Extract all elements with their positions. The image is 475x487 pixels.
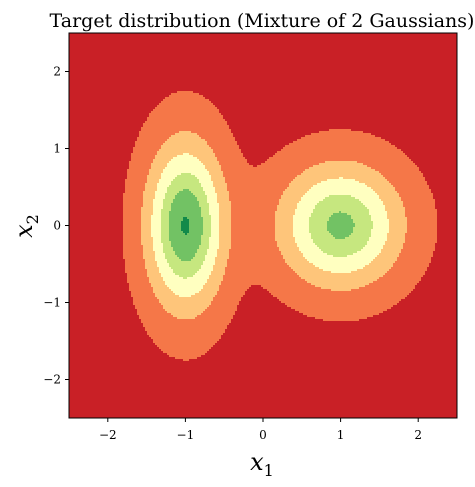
- x-tick-label-4: 2: [414, 428, 422, 442]
- y-tick-label-1: 1: [53, 142, 61, 156]
- y-tick-label-4: −2: [43, 373, 61, 387]
- contour-level-2: [151, 153, 389, 297]
- x-axis-label-base: x: [250, 448, 264, 476]
- contour-level-4: [169, 189, 355, 261]
- x-tick-label-2: 0: [259, 428, 267, 442]
- chart-title: Target distribution (Mixture of 2 Gaussi…: [50, 10, 475, 32]
- x-axis-ticks: −2 −1 0 1 2: [99, 418, 422, 442]
- y-tick-label-2: 0: [53, 219, 61, 233]
- x-tick-label-1: −1: [177, 428, 195, 442]
- y-tick-label-0: 2: [53, 65, 61, 79]
- x-tick-label-3: 1: [337, 428, 345, 442]
- contour-layers: [123, 91, 437, 361]
- y-tick-label-3: −1: [43, 296, 61, 310]
- y-axis-label: x2: [10, 214, 42, 238]
- x-tick-label-0: −2: [99, 428, 117, 442]
- y-axis-label-sub: 2: [23, 214, 42, 224]
- y-axis-label-base: x: [10, 224, 38, 238]
- plot-area: [68, 32, 458, 419]
- x-axis-label-sub: 1: [264, 461, 274, 480]
- y-axis-ticks: 2 1 0 −1 −2: [43, 65, 69, 387]
- contour-level-5: [181, 217, 189, 235]
- x-axis-label: x1: [250, 448, 274, 480]
